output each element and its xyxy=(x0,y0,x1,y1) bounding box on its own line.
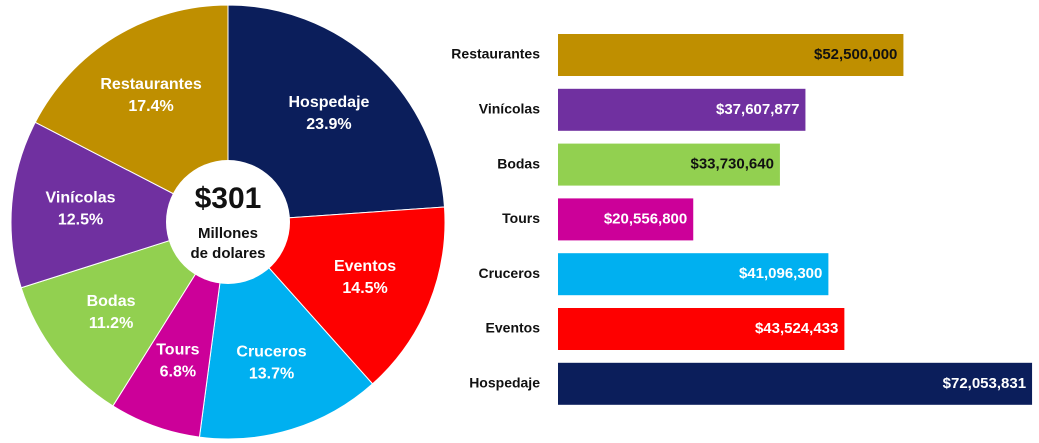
center-value: $301 xyxy=(195,182,262,215)
slice-percent: 14.5% xyxy=(342,280,387,297)
category-label: Eventos xyxy=(486,320,541,336)
category-label: Vinícolas xyxy=(479,101,540,117)
pie-slice xyxy=(10,121,230,289)
value-label: $43,524,433 xyxy=(755,320,838,337)
center-line: Millones xyxy=(198,225,258,242)
bar xyxy=(558,34,904,76)
pie-slice xyxy=(20,221,230,407)
category-label: Tours xyxy=(502,210,540,226)
value-label: $72,053,831 xyxy=(943,375,1026,392)
slice-label: Restaurantes xyxy=(100,76,201,93)
bar xyxy=(558,362,1033,405)
category-label: Hospedaje xyxy=(469,375,540,391)
value-label: $52,500,000 xyxy=(814,46,897,63)
slice-percent: 17.4% xyxy=(128,98,173,115)
slice-percent: 11.2% xyxy=(89,315,133,332)
donut-hole xyxy=(166,160,290,284)
pie-slice xyxy=(34,4,229,223)
bar xyxy=(558,253,829,296)
category-label: Restaurantes xyxy=(451,46,540,62)
value-label: $20,556,800 xyxy=(604,210,687,227)
slice-label: Eventos xyxy=(334,258,396,275)
slice-percent: 6.8% xyxy=(160,363,196,380)
category-label: Cruceros xyxy=(479,265,541,281)
slice-label: Vinícolas xyxy=(46,190,116,207)
category-label: Bodas xyxy=(497,155,540,171)
slice-label: Bodas xyxy=(87,293,136,310)
slice-label: Hospedaje xyxy=(289,94,370,111)
slice-label: Tours xyxy=(156,341,199,358)
slice-percent: 13.7% xyxy=(249,366,294,383)
bar xyxy=(558,308,845,350)
value-label: $33,730,640 xyxy=(691,156,774,173)
pie-slice xyxy=(227,4,446,223)
slice-percent: 12.5% xyxy=(58,212,103,229)
slice-label: Cruceros xyxy=(236,344,306,361)
value-label: $37,607,877 xyxy=(716,101,799,118)
bar xyxy=(558,88,806,131)
bar xyxy=(558,143,780,186)
value-label: $41,096,300 xyxy=(739,265,822,282)
slice-percent: 23.9% xyxy=(306,116,351,133)
bar xyxy=(558,198,694,241)
center-line: de dolares xyxy=(190,245,265,262)
